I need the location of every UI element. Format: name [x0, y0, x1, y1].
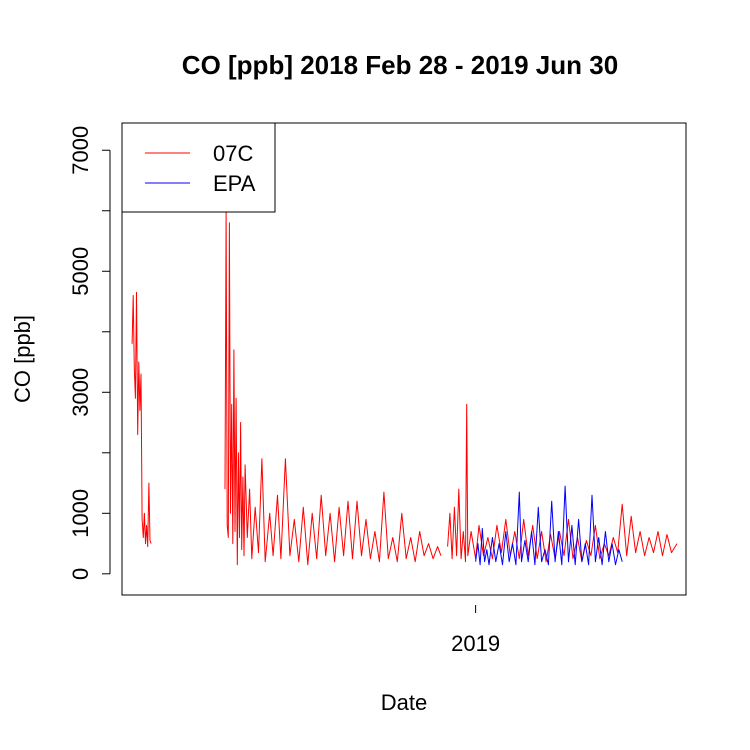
plot-frame [121, 122, 687, 596]
y-tick-label-0: 0 [68, 568, 93, 580]
x-axis: 2019 [451, 605, 500, 656]
series-line-epa [475, 485, 623, 566]
series-layer [131, 210, 678, 566]
series-line-07c [131, 210, 678, 566]
legend-box [121, 122, 276, 213]
y-tick-label-1000: 1000 [68, 489, 93, 538]
legend: 07C EPA [121, 122, 276, 213]
chart-title: CO [ppb] 2018 Feb 28 - 2019 Jun 30 [182, 50, 618, 80]
y-tick-label-5000: 5000 [68, 247, 93, 296]
x-tick-label-2019: 2019 [451, 631, 500, 656]
legend-label-epa: EPA [213, 171, 256, 196]
y-tick-label-3000: 3000 [68, 368, 93, 417]
y-axis: 0 1000 3000 5000 7000 [68, 126, 111, 580]
legend-label-07c: 07C [213, 141, 253, 166]
y-axis-label: CO [ppb] [10, 315, 35, 403]
y-tick-label-7000: 7000 [68, 126, 93, 175]
x-axis-label: Date [381, 690, 427, 715]
